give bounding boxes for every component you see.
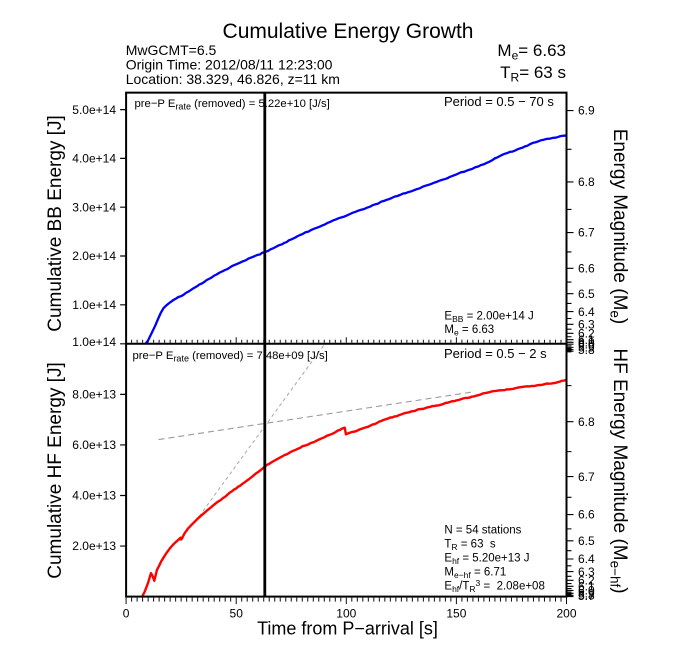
svg-text:Cumulative BB Energy [J]: Cumulative BB Energy [J]: [45, 115, 66, 331]
svg-text:150: 150: [446, 607, 466, 621]
svg-text:0: 0: [123, 607, 130, 621]
svg-text:6.2: 6.2: [578, 327, 595, 341]
svg-text:50: 50: [230, 607, 244, 621]
svg-text:5.7: 5.7: [578, 589, 595, 603]
svg-text:6.6: 6.6: [578, 508, 595, 522]
svg-text:Time from P−arrival [s]: Time from P−arrival [s]: [257, 619, 438, 639]
svg-text:4.0e+13: 4.0e+13: [72, 489, 116, 503]
svg-text:EBB = 2.00e+14 J: EBB = 2.00e+14 J: [444, 311, 533, 325]
svg-text:Location: 38.329, 46.826, z=11: Location: 38.329, 46.826, z=11 km: [126, 71, 340, 87]
svg-text:Me−hf = 6.71: Me−hf = 6.71: [444, 567, 506, 581]
svg-text:5.8: 5.8: [578, 589, 595, 603]
svg-text:6.0: 6.0: [578, 337, 595, 351]
svg-text:Period = 0.5 − 2 s: Period = 0.5 − 2 s: [444, 346, 547, 361]
svg-text:pre−P Erate (removed) = 5.22e+: pre−P Erate (removed) = 5.22e+10 [J/s]: [135, 98, 330, 112]
svg-text:200: 200: [556, 607, 576, 621]
svg-text:6.8: 6.8: [578, 175, 595, 189]
svg-text:6.5: 6.5: [578, 287, 595, 301]
svg-text:TR = 63 s: TR = 63 s: [444, 539, 495, 553]
svg-text:3.0e+14: 3.0e+14: [72, 200, 116, 214]
svg-text:Period = 0.5 − 70 s: Period = 0.5 − 70 s: [444, 94, 554, 109]
svg-text:Energy Magnitude (Me): Energy Magnitude (Me): [608, 129, 631, 325]
svg-text:Cumulative HF Energy [J]: Cumulative HF Energy [J]: [45, 362, 66, 578]
svg-text:2.0e+13: 2.0e+13: [72, 539, 116, 553]
svg-text:Ehf = 5.20e+13 J: Ehf = 5.20e+13 J: [444, 553, 529, 567]
svg-text:Me = 6.63: Me = 6.63: [444, 324, 494, 338]
svg-text:1.0e+14: 1.0e+14: [72, 335, 116, 349]
svg-text:6.3: 6.3: [578, 318, 595, 332]
svg-text:6.6: 6.6: [578, 262, 595, 276]
svg-text:N = 54 stations: N = 54 stations: [444, 525, 521, 537]
svg-text:pre−P Erate (removed) = 7.48e+: pre−P Erate (removed) = 7.48e+09 [J/s]: [133, 350, 328, 364]
svg-text:6.0: 6.0: [578, 584, 595, 598]
svg-text:5.9: 5.9: [578, 587, 595, 601]
svg-text:6.9: 6.9: [578, 104, 595, 118]
svg-text:8.0e+13: 8.0e+13: [72, 388, 116, 402]
svg-text:100: 100: [336, 607, 356, 621]
svg-text:5.9: 5.9: [578, 341, 595, 355]
svg-text:HF Energy Magnitude (Me−hf): HF Energy Magnitude (Me−hf): [608, 348, 631, 593]
svg-text:6.7: 6.7: [578, 226, 595, 240]
svg-text:6.9: 6.9: [578, 336, 595, 350]
svg-text:2.0e+14: 2.0e+14: [72, 249, 116, 263]
svg-text:1.0e+14: 1.0e+14: [72, 298, 116, 312]
svg-text:6.4: 6.4: [578, 305, 595, 319]
svg-text:6.1: 6.1: [578, 580, 595, 594]
svg-text:5.0e+14: 5.0e+14: [72, 103, 116, 117]
svg-text:Origin Time: 2012/08/11 12:23:: Origin Time: 2012/08/11 12:23:00: [126, 56, 333, 72]
svg-text:6.1: 6.1: [578, 333, 595, 347]
svg-text:6.2: 6.2: [578, 574, 595, 588]
svg-text:4.0e+14: 4.0e+14: [72, 152, 116, 166]
svg-text:Me= 6.63: Me= 6.63: [497, 41, 566, 63]
svg-text:5.8: 5.8: [578, 343, 595, 357]
svg-text:6.0e+13: 6.0e+13: [72, 438, 116, 452]
svg-text:6.5: 6.5: [578, 534, 595, 548]
svg-text:6.4: 6.4: [578, 552, 595, 566]
svg-text:6.3: 6.3: [578, 565, 595, 579]
svg-text:MwGCMT=6.5: MwGCMT=6.5: [126, 42, 217, 58]
svg-text:6.7: 6.7: [578, 470, 595, 484]
svg-text:Ehf/TR3 = 2.08e+08: Ehf/TR3 = 2.08e+08: [444, 578, 544, 594]
svg-text:Cumulative Energy Growth: Cumulative Energy Growth: [223, 20, 474, 43]
svg-text:TR= 63 s: TR= 63 s: [500, 63, 566, 85]
svg-text:6.8: 6.8: [578, 415, 595, 429]
